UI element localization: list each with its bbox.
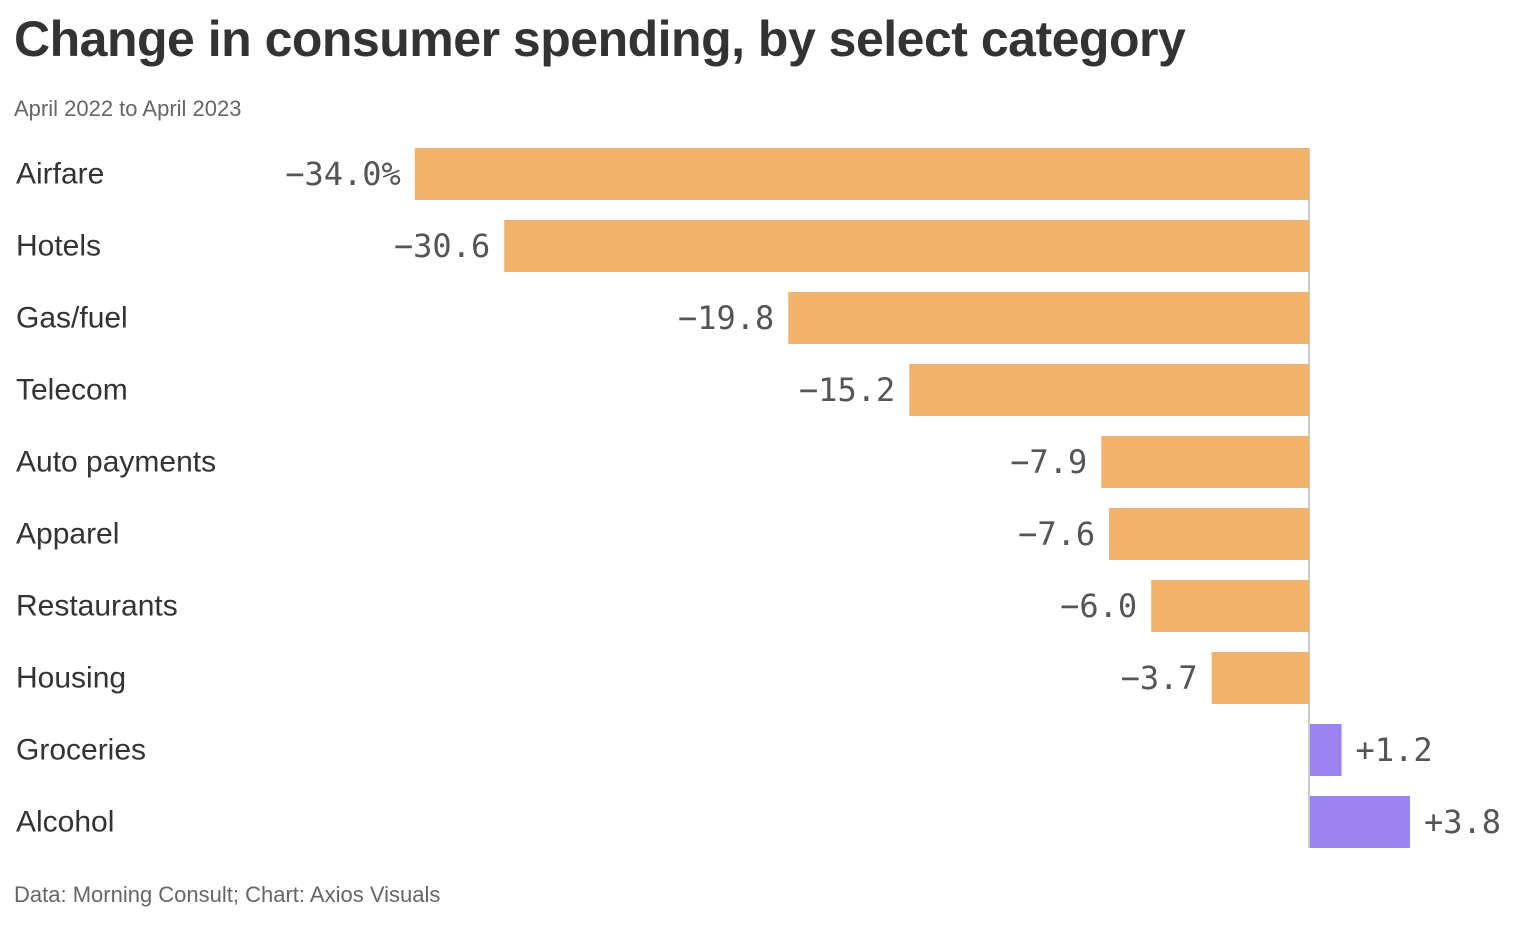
bar-alcohol [1310,796,1410,848]
chart-subtitle: April 2022 to April 2023 [14,96,242,121]
value-label: −6.0 [1060,587,1137,625]
value-label: −7.6 [1018,515,1095,553]
category-label: Housing [16,662,126,695]
category-label: Hotels [16,230,101,263]
bar-apparel [1109,508,1309,560]
category-label: Restaurants [16,590,178,623]
value-label: −3.7 [1121,659,1198,697]
bar-hotels [504,220,1310,272]
bar-restaurants [1151,580,1309,632]
category-label: Alcohol [16,806,114,839]
value-label: +1.2 [1356,731,1433,769]
value-label: −34.0% [285,155,401,193]
chart-title: Change in consumer spending, by select c… [14,11,1186,67]
category-label: Groceries [16,734,146,767]
value-label: −30.6 [394,227,490,265]
value-label: −7.9 [1010,443,1087,481]
bar-airfare [414,148,1309,200]
bar-telecom [909,364,1309,416]
bar-housing [1211,652,1309,704]
chart-source: Data: Morning Consult; Chart: Axios Visu… [14,882,441,907]
bar-gas-fuel [788,292,1309,344]
bar-groceries [1310,724,1342,776]
value-label: −15.2 [799,371,895,409]
category-label: Apparel [16,518,119,551]
category-label: Airfare [16,158,104,191]
category-label: Auto payments [16,446,216,479]
category-label: Telecom [16,374,128,407]
bar-auto-payments [1101,436,1309,488]
value-label: −19.8 [678,299,774,337]
value-label: +3.8 [1424,803,1501,841]
category-label: Gas/fuel [16,302,128,335]
